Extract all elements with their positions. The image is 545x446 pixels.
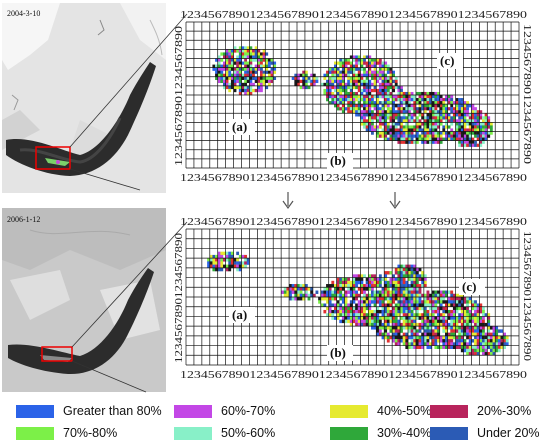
legend-item: 40%-50%: [330, 402, 431, 420]
region-label-bg: [229, 119, 255, 135]
legend-item: Under 20%: [430, 424, 540, 442]
legend-item: 50%-60%: [174, 424, 275, 442]
legend-label: 40%-50%: [377, 404, 432, 418]
legend-label: Greater than 80%: [63, 404, 162, 418]
date-label-2: 2006-1-12: [7, 215, 40, 224]
region-label-b: (b): [330, 345, 346, 360]
region-label-bg: [327, 345, 353, 361]
region-label-bg: [327, 153, 353, 169]
zoom-box-2: [41, 346, 73, 362]
region-label-a: (a): [232, 119, 247, 134]
legend: Greater than 80% 60%-70% 40%-50% 20%-30% 70%…: [0, 396, 545, 446]
legend-item: 30%-40%: [330, 424, 431, 442]
region-label-bg: [437, 53, 463, 69]
right-axis-numbers: 12345678901234567890: [521, 24, 532, 164]
legend-swatch: [16, 404, 54, 418]
date-label-1: 2004-3-10: [7, 9, 40, 18]
legend-label: Under 20%: [477, 426, 540, 440]
legend-label: 20%-30%: [477, 404, 532, 418]
region-label-b: (b): [330, 153, 346, 168]
legend-item: 20%-30%: [430, 402, 531, 420]
zoom-box-1: [35, 146, 71, 170]
top-axis-numbers: 1234567890123456789012345678901234567890…: [180, 217, 527, 228]
grid-panel-2006: 12345678901234567890 12345678901234567890…: [174, 217, 532, 381]
region-label-c: (c): [440, 53, 454, 68]
legend-label: 30%-40%: [377, 426, 432, 440]
grid-panel-2004: 12345678901234567890 12345678901234567890…: [174, 10, 532, 184]
legend-swatch: [330, 426, 368, 440]
left-axis-numbers: 12345678901234567890: [174, 233, 185, 363]
legend-swatch: [174, 426, 212, 440]
grid-lines: [185, 21, 520, 169]
transition-arrows: [282, 192, 401, 210]
satellite-image-2006: [2, 208, 166, 392]
legend-label: 60%-70%: [221, 404, 276, 418]
legend-swatch: [430, 404, 468, 418]
legend-label: 50%-60%: [221, 426, 276, 440]
legend-swatch: [174, 404, 212, 418]
legend-swatch: [16, 426, 54, 440]
legend-label: 70%-80%: [63, 426, 118, 440]
region-label-c: (c): [462, 279, 476, 294]
region-label-bg: [459, 279, 485, 295]
top-axis-numbers: 1234567890123456789012345678901234567890…: [180, 10, 527, 21]
satellite-image-2004: [2, 3, 166, 193]
legend-swatch: [330, 404, 368, 418]
left-axis-numbers: 12345678901234567890: [174, 26, 185, 166]
bottom-axis-numbers: 1234567890123456789012345678901234567890…: [180, 173, 527, 184]
vegetation-coverage-cells: [207, 251, 509, 356]
bottom-axis-numbers: 1234567890123456789012345678901234567890…: [180, 370, 527, 381]
legend-item: Greater than 80%: [16, 402, 162, 420]
right-axis-numbers: 12345678901234567890: [521, 231, 532, 361]
legend-item: 60%-70%: [174, 402, 275, 420]
region-label-a: (a): [232, 307, 247, 322]
legend-item: 70%-80%: [16, 424, 117, 442]
vegetation-coverage-cells: [212, 46, 493, 147]
legend-swatch: [430, 426, 468, 440]
region-label-bg: [229, 307, 255, 323]
